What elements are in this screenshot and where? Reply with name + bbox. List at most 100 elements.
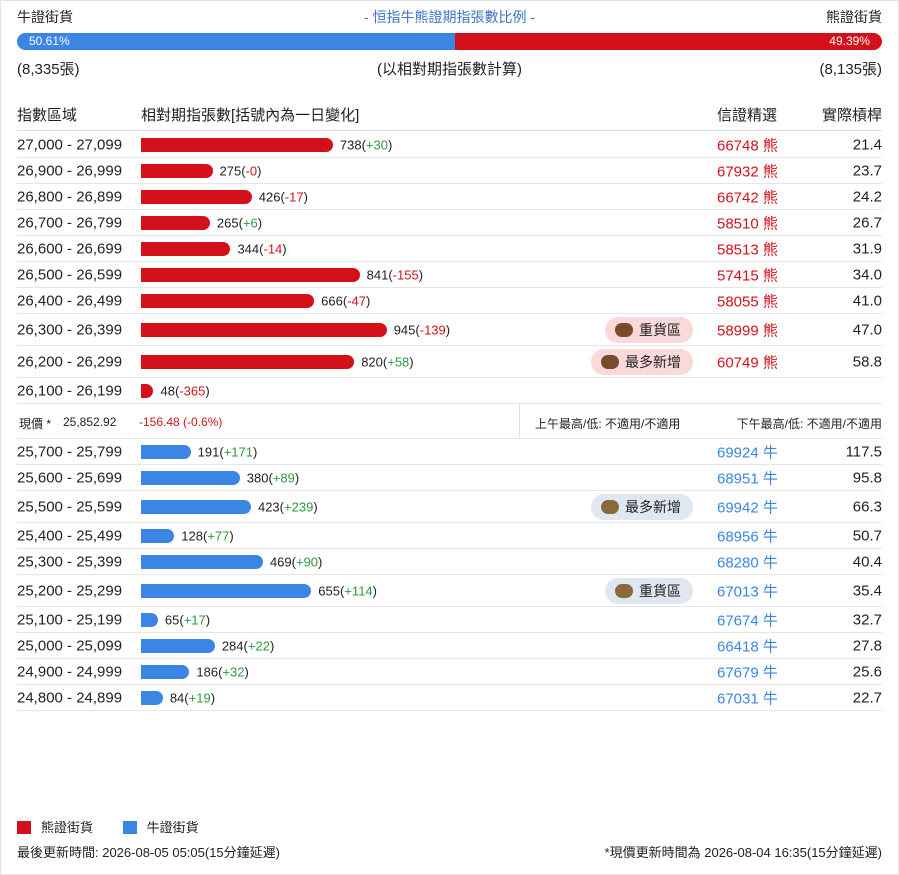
row: 26,600 - 26,699 344-14 58513 熊 31.9 bbox=[17, 236, 882, 262]
count-label: 65+17 bbox=[165, 612, 210, 627]
count-label: 469+90 bbox=[270, 554, 322, 569]
badge-icon bbox=[601, 354, 619, 369]
bar bbox=[141, 241, 231, 256]
change: +19 bbox=[184, 690, 215, 705]
bull-label: 牛證街貨 bbox=[17, 9, 73, 25]
change: -14 bbox=[259, 241, 286, 256]
row: 25,300 - 25,399 469+90 68280 牛 40.4 bbox=[17, 549, 882, 575]
range: 26,300 - 26,399 bbox=[17, 321, 123, 338]
count: 666 bbox=[321, 293, 343, 308]
col-leverage: 實際槓桿 bbox=[821, 107, 882, 124]
count: 344 bbox=[237, 241, 260, 256]
change: +32 bbox=[218, 664, 249, 679]
pick: 66742 熊 bbox=[717, 189, 778, 206]
leverage: 25.6 bbox=[852, 663, 882, 680]
range: 25,100 - 25,199 bbox=[17, 611, 123, 628]
pm-range: 下午最高/低: 不適用/不適用 bbox=[736, 417, 882, 431]
bar bbox=[141, 163, 213, 178]
bar bbox=[141, 322, 387, 337]
change: -139 bbox=[415, 322, 450, 337]
separator bbox=[519, 404, 520, 438]
bull-ratio-label: 50.61% bbox=[29, 34, 70, 48]
title: - 恒指牛熊證期指張數比例 - bbox=[363, 9, 536, 25]
legend-bear: 熊證街貨 bbox=[41, 820, 94, 835]
count-label: 841-155 bbox=[367, 267, 423, 282]
bar bbox=[141, 690, 163, 705]
change: +90 bbox=[292, 554, 323, 569]
row: 26,300 - 26,399 945-139 重貨區 58999 熊 47.0 bbox=[17, 314, 882, 346]
count: 469 bbox=[269, 554, 292, 569]
leverage: 21.4 bbox=[852, 136, 882, 153]
range: 27,000 - 27,099 bbox=[17, 136, 123, 153]
count-label: 275-0 bbox=[220, 163, 262, 178]
count: 191 bbox=[197, 444, 220, 459]
count: 655 bbox=[318, 583, 340, 598]
count: 426 bbox=[258, 189, 281, 204]
current-price: 現價 * 25,852.92 -156.48 (-0.6%) 上午最高/低: 不適用/… bbox=[17, 404, 882, 439]
change: -365 bbox=[175, 383, 210, 398]
pick: 67932 熊 bbox=[717, 163, 778, 180]
row: 26,500 - 26,599 841-155 57415 熊 34.0 bbox=[17, 262, 882, 288]
row: 25,400 - 25,499 128+77 68956 牛 50.7 bbox=[17, 523, 882, 549]
bar bbox=[141, 383, 154, 398]
range: 24,900 - 24,999 bbox=[17, 663, 123, 680]
badge-text: 重貨區 bbox=[639, 321, 681, 338]
count-label: 380+89 bbox=[247, 470, 299, 485]
bar bbox=[141, 293, 315, 308]
row: 25,100 - 25,199 65+17 67674 牛 32.7 bbox=[17, 607, 882, 633]
count-label: 265+6 bbox=[217, 215, 262, 230]
change: -17 bbox=[280, 189, 307, 204]
badge-text: 最多新增 bbox=[625, 353, 681, 370]
badge-text: 最多新增 bbox=[625, 498, 681, 515]
leverage: 22.7 bbox=[852, 689, 882, 706]
count-label: 284+22 bbox=[222, 638, 274, 653]
row: 25,500 - 25,599 423+239 最多新增 69942 牛 66.3 bbox=[17, 491, 882, 523]
leverage: 95.8 bbox=[852, 469, 882, 486]
bar bbox=[141, 470, 240, 485]
leverage: 27.8 bbox=[852, 637, 882, 654]
legend-swatch bbox=[17, 821, 31, 834]
badge-icon bbox=[615, 583, 633, 598]
rows: 27,000 - 27,099 738+30 66748 熊 21.4 26,900 -… bbox=[17, 132, 882, 711]
pick: 66748 熊 bbox=[717, 137, 778, 154]
range: 26,500 - 26,599 bbox=[17, 266, 123, 283]
row: 25,000 - 25,099 284+22 66418 牛 27.8 bbox=[17, 633, 882, 659]
current-price-value: 25,852.92 bbox=[63, 415, 117, 429]
change: +17 bbox=[179, 612, 210, 627]
count-label: 128+77 bbox=[181, 528, 233, 543]
col-pick: 信證精選 bbox=[717, 107, 778, 124]
bar bbox=[141, 583, 312, 598]
count-label: 945-139 bbox=[394, 322, 450, 337]
pick: 58999 熊 bbox=[717, 322, 778, 339]
pick: 69924 牛 bbox=[717, 444, 778, 461]
range: 26,800 - 26,899 bbox=[17, 188, 123, 205]
pick: 58510 熊 bbox=[717, 215, 778, 232]
bar bbox=[141, 444, 191, 459]
count: 738 bbox=[339, 137, 362, 152]
row: 27,000 - 27,099 738+30 66748 熊 21.4 bbox=[17, 132, 882, 158]
badge-text: 重貨區 bbox=[639, 582, 681, 599]
column-headers: 指數區域 相對期指張數[括號內為一日變化] 信證精選 實際槓桿 bbox=[17, 102, 882, 131]
count: 275 bbox=[219, 163, 242, 178]
change: +171 bbox=[219, 444, 257, 459]
range: 25,700 - 25,799 bbox=[17, 443, 123, 460]
totals: (8,335張) (以相對期指張數計算) (8,135張) bbox=[17, 58, 882, 78]
bar bbox=[141, 612, 158, 627]
count: 423 bbox=[257, 499, 280, 514]
range: 26,400 - 26,499 bbox=[17, 292, 123, 309]
bear-label: 熊證街貨 bbox=[826, 9, 882, 25]
bar bbox=[141, 137, 333, 152]
updated: 最後更新時間: 2026-08-05 05:05(15分鐘延遲) bbox=[17, 845, 280, 860]
pick: 58055 熊 bbox=[717, 293, 778, 310]
current-label: 現價 * bbox=[19, 417, 52, 431]
change: +77 bbox=[203, 528, 234, 543]
pick: 68951 牛 bbox=[717, 470, 778, 487]
pick: 67031 牛 bbox=[717, 690, 778, 707]
legend-swatch bbox=[122, 821, 137, 834]
count: 380 bbox=[246, 470, 269, 485]
range: 26,200 - 26,299 bbox=[17, 353, 123, 370]
row: 26,700 - 26,799 265+6 58510 熊 26.7 bbox=[17, 210, 882, 236]
pick: 68280 牛 bbox=[717, 554, 778, 571]
bar bbox=[141, 267, 360, 282]
count-label: 426-17 bbox=[259, 189, 308, 204]
